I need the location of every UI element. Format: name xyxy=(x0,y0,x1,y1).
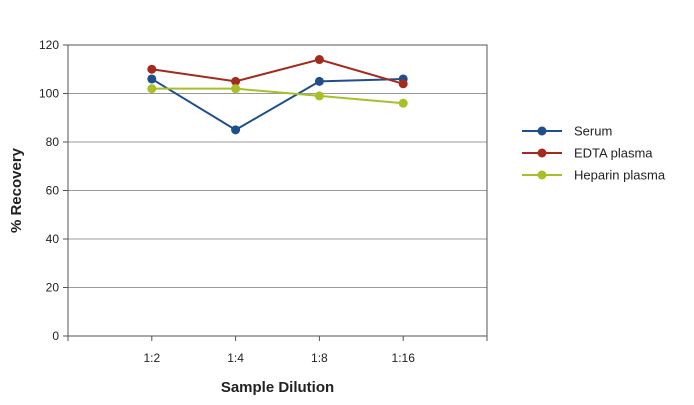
legend-label: EDTA plasma xyxy=(574,146,653,161)
x-tick-label: 1:16 xyxy=(392,351,416,365)
series-group xyxy=(147,55,408,135)
legend-label: Serum xyxy=(574,124,612,139)
data-point-serum xyxy=(231,125,241,135)
data-point-heparin-plasma xyxy=(314,91,324,101)
legend-label: Heparin plasma xyxy=(574,168,666,183)
series-heparin-plasma xyxy=(147,84,408,108)
y-tick-label: 80 xyxy=(46,135,60,149)
series-line-serum xyxy=(151,77,404,132)
legend-marker xyxy=(537,170,547,180)
series-line-edta-plasma xyxy=(151,58,404,85)
data-point-edta-plasma xyxy=(314,55,324,65)
data-point-heparin-plasma xyxy=(147,84,157,94)
legend: Serum EDTA plasma Heparin plasma xyxy=(522,124,666,183)
data-point-edta-plasma xyxy=(398,79,408,89)
data-point-serum xyxy=(147,74,157,84)
y-tick-label: 40 xyxy=(46,232,60,246)
data-point-heparin-plasma xyxy=(398,98,408,108)
x-tick-label: 1:2 xyxy=(143,351,160,365)
x-axis-ticks: 1:2 1:4 1:8 1:16 xyxy=(67,336,488,365)
data-point-serum xyxy=(314,76,324,86)
y-tick-label: 0 xyxy=(52,329,59,343)
x-tick-label: 1:8 xyxy=(311,351,328,365)
series-serum xyxy=(147,74,408,135)
series-line-heparin-plasma xyxy=(151,87,404,105)
legend-marker xyxy=(537,148,547,158)
data-point-edta-plasma xyxy=(231,76,241,86)
legend-item-heparin-plasma: Heparin plasma xyxy=(522,168,666,183)
y-tick-label: 100 xyxy=(39,87,59,101)
y-tick-label: 20 xyxy=(46,281,60,295)
y-tick-label: 120 xyxy=(39,38,59,52)
x-axis-title: Sample Dilution xyxy=(221,379,334,396)
gridlines xyxy=(67,44,488,337)
legend-item-edta-plasma: EDTA plasma xyxy=(522,146,653,161)
x-tick-label: 1:4 xyxy=(227,351,244,365)
y-axis-ticks: 0 20 40 60 80 100 120 xyxy=(39,38,68,343)
y-axis-title: % Recovery xyxy=(8,147,25,233)
data-point-heparin-plasma xyxy=(231,84,241,94)
data-point-edta-plasma xyxy=(147,64,157,74)
series-edta-plasma xyxy=(147,55,408,89)
legend-item-serum: Serum xyxy=(522,124,612,139)
y-tick-label: 60 xyxy=(46,184,60,198)
legend-marker xyxy=(537,126,547,136)
